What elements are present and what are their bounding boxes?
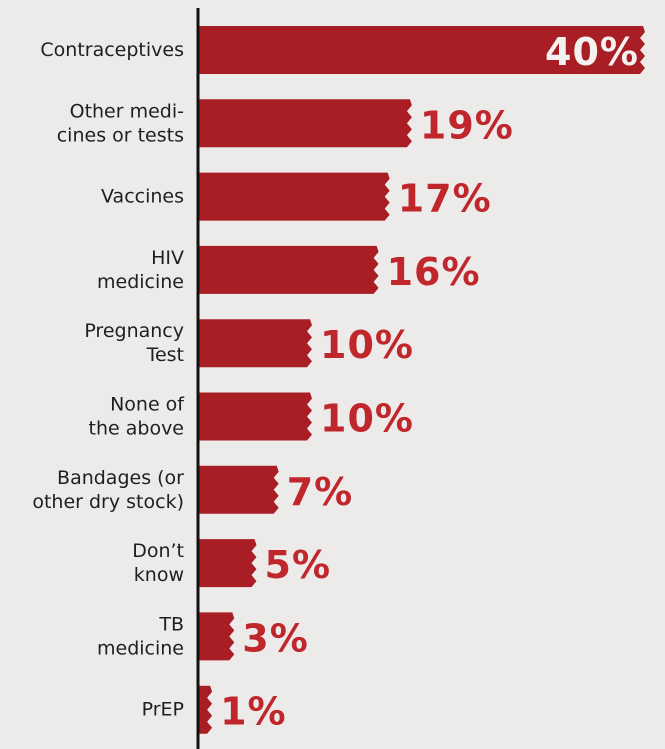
bar bbox=[199, 172, 390, 221]
bar bbox=[199, 319, 312, 368]
category-label-line: Bandages (or bbox=[57, 467, 184, 489]
category-label-line: Other medi- bbox=[70, 100, 184, 122]
category-label: Bandages (or other dry stock) bbox=[32, 467, 184, 513]
bar bbox=[199, 26, 645, 74]
category-label: Don’t know bbox=[132, 540, 184, 586]
category-label-line: medicine bbox=[97, 271, 184, 293]
category-label-line: know bbox=[134, 564, 184, 586]
category-label: HIV medicine bbox=[97, 247, 184, 293]
value-label: 17% bbox=[398, 177, 492, 221]
bar bbox=[199, 99, 412, 148]
value-label: 7% bbox=[287, 470, 354, 514]
value-label: 10% bbox=[320, 397, 414, 441]
category-label-line: the above bbox=[89, 418, 184, 440]
bar bbox=[199, 392, 312, 441]
category-label-line: Test bbox=[146, 344, 184, 366]
bar bbox=[199, 612, 235, 661]
category-label-line: Contraceptives bbox=[40, 39, 184, 61]
value-label: 3% bbox=[242, 616, 309, 660]
value-label: 40% bbox=[545, 30, 639, 74]
category-label-line: Vaccines bbox=[101, 186, 184, 208]
value-label: 5% bbox=[265, 543, 332, 587]
category-label: PrEP bbox=[142, 699, 184, 721]
category-label-line: PrEP bbox=[142, 699, 184, 721]
category-label-line: TB bbox=[158, 613, 184, 635]
bar bbox=[199, 685, 213, 734]
category-label-line: cines or tests bbox=[57, 124, 184, 146]
value-label: 16% bbox=[387, 250, 481, 294]
category-label: None of the above bbox=[89, 394, 186, 440]
category-label-line: Don’t bbox=[132, 540, 184, 562]
bar bbox=[199, 245, 379, 294]
value-label: 1% bbox=[220, 690, 287, 734]
category-label-line: other dry stock) bbox=[32, 491, 184, 513]
labels-group: 40% Contraceptives 19% Other medi-cines or … bbox=[32, 29, 639, 734]
bars-group bbox=[199, 26, 645, 734]
value-label: 19% bbox=[420, 103, 514, 147]
category-label-line: None of bbox=[110, 394, 185, 416]
value-label: 10% bbox=[320, 323, 414, 367]
category-label: Contraceptives bbox=[40, 39, 184, 61]
category-label: Other medi-cines or tests bbox=[57, 100, 184, 146]
category-label-line: HIV bbox=[151, 247, 184, 269]
bar bbox=[199, 539, 257, 588]
category-label-line: Pregnancy bbox=[84, 320, 184, 342]
category-label-line: medicine bbox=[97, 637, 184, 659]
category-label: Pregnancy Test bbox=[84, 320, 184, 366]
category-label: Vaccines bbox=[101, 186, 184, 208]
bar bbox=[199, 465, 279, 514]
category-label: TB medicine bbox=[97, 613, 184, 659]
